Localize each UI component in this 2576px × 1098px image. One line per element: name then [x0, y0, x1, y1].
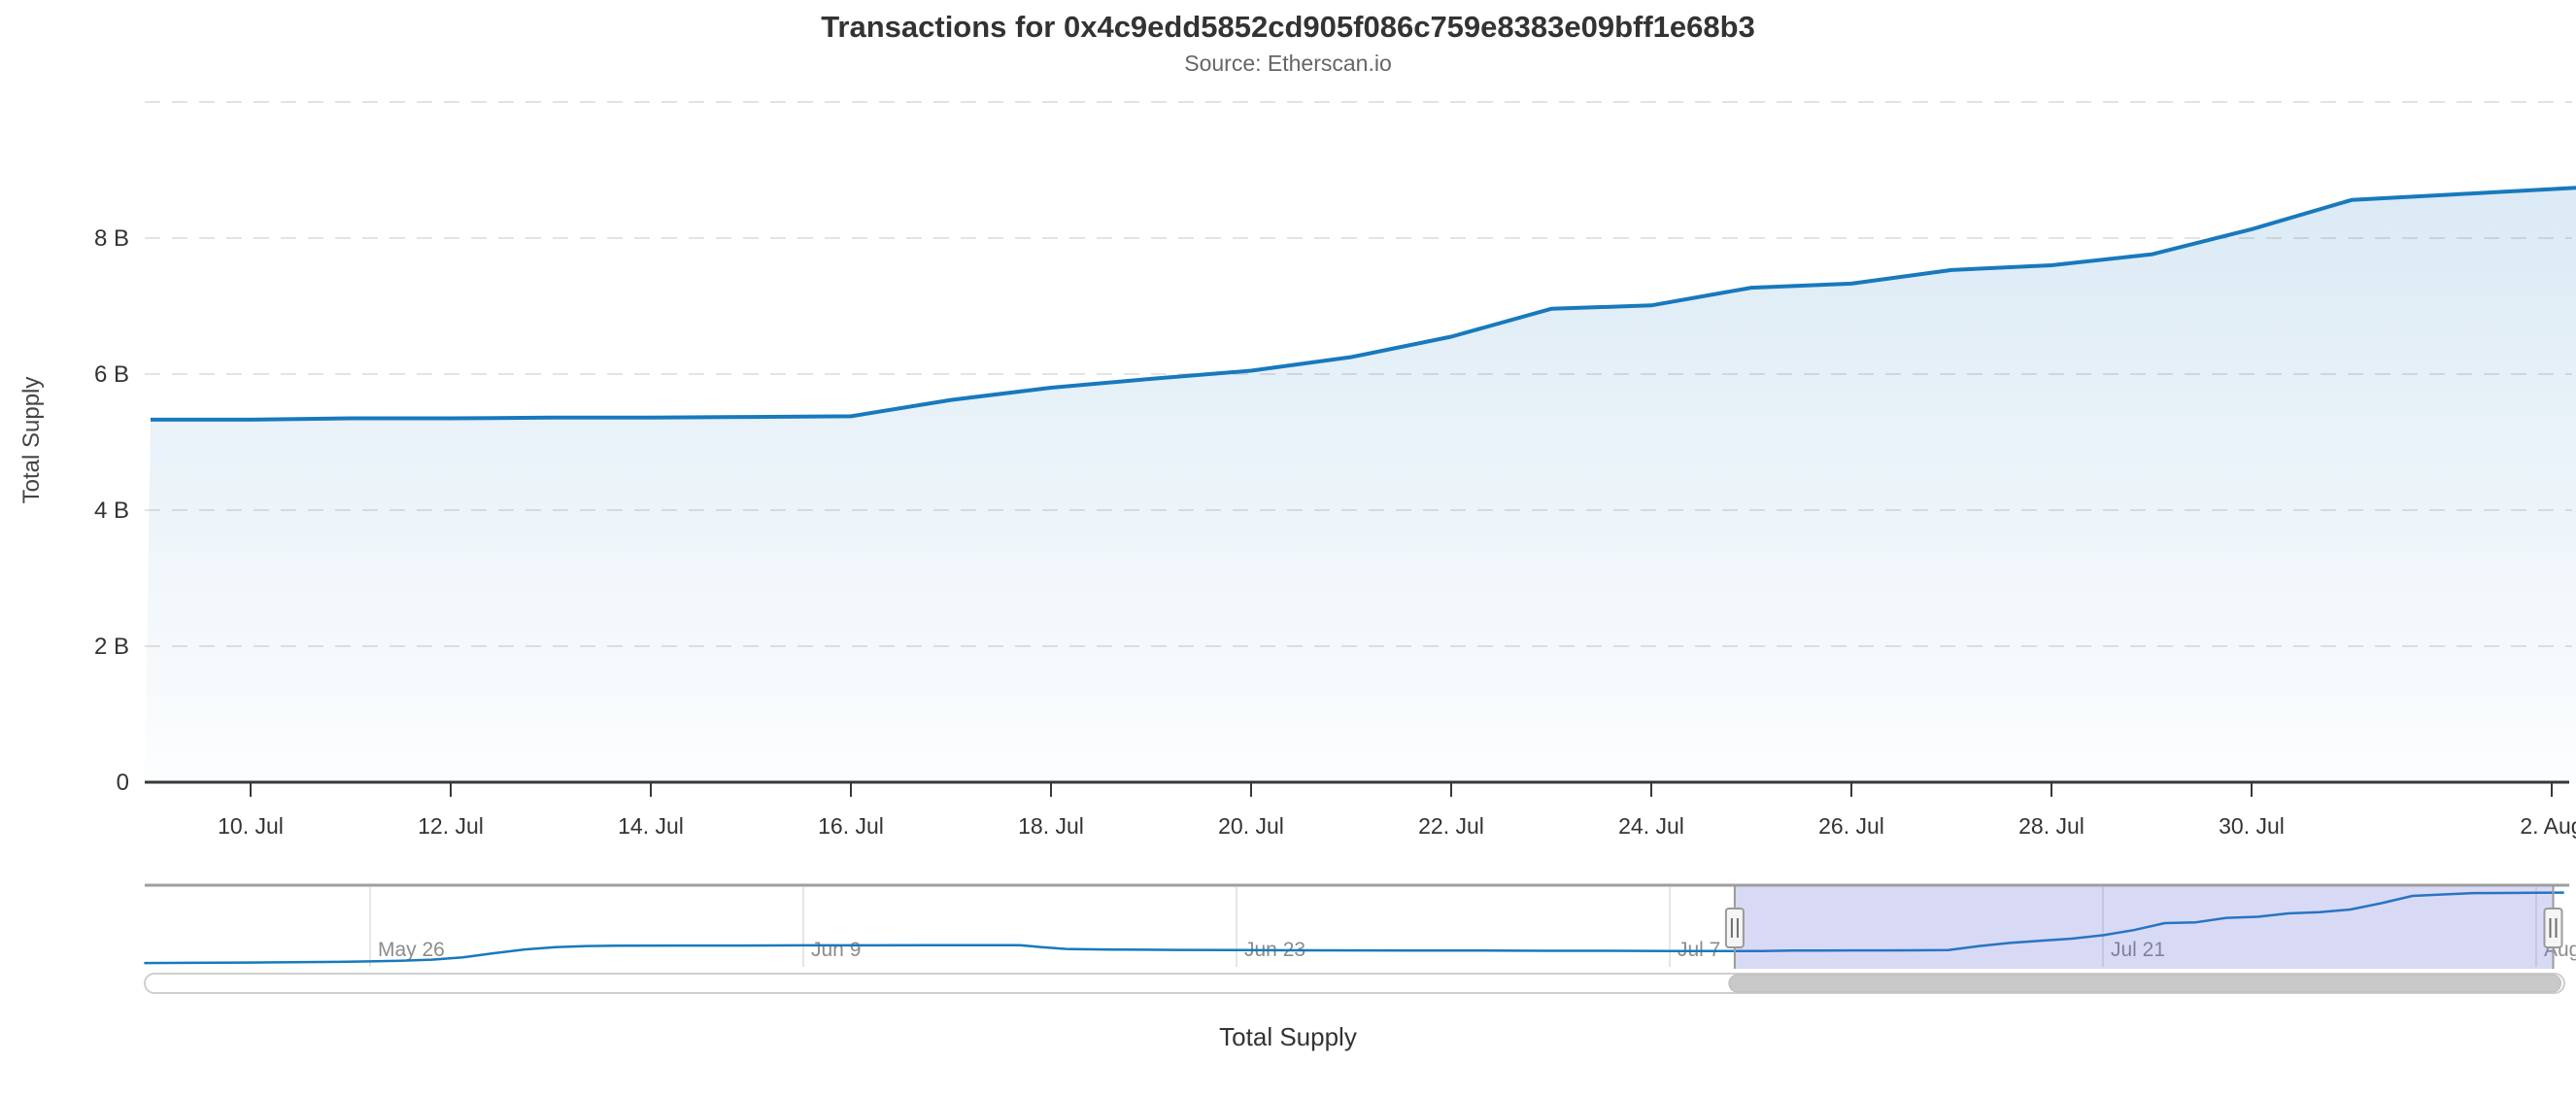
x-axis-label: 2. Aug: [2520, 813, 2576, 839]
navigator-handle-body[interactable]: [2543, 908, 2563, 948]
x-axis-label: 12. Jul: [418, 813, 484, 839]
x-axis-label: 26. Jul: [1818, 813, 1884, 839]
x-axis-ticks: 10. Jul 12. Jul 14. Jul 16. Jul 18. Jul 20. J…: [218, 783, 2576, 839]
navigator-axis-label: Jul 21: [2111, 939, 2165, 961]
x-axis-label: 24. Jul: [1618, 813, 1684, 839]
x-axis-label: 20. Jul: [1218, 813, 1284, 839]
navigator-handle-right[interactable]: [2543, 908, 2563, 948]
total-supply-area: [145, 188, 2576, 782]
x-axis-label: 30. Jul: [2219, 813, 2285, 839]
x-axis-label: 18. Jul: [1018, 813, 1084, 839]
y-axis-label: 6 B: [94, 361, 129, 388]
navigator-series-line: [144, 891, 2564, 965]
scrollbar-thumb[interactable]: [1728, 974, 2561, 993]
y-axis-label: 0: [117, 770, 129, 796]
chart-subtitle: Source: Etherscan.io: [1184, 51, 1392, 76]
legend: Total Supply: [0, 1022, 2576, 1052]
navigator-selected-range[interactable]: [1734, 886, 2554, 970]
navigator-axis-label: May 26: [378, 939, 445, 961]
y-axis-label: 2 B: [94, 634, 129, 660]
chart-title: Transactions for 0x4c9edd5852cd905f086c7…: [821, 10, 1755, 44]
y-axis-label: 8 B: [94, 225, 129, 252]
x-axis-label: 28. Jul: [2018, 813, 2085, 839]
x-axis-label: 22. Jul: [1418, 813, 1484, 839]
y-axis-labels: 8 B 6 B 4 B 2 B 0: [94, 225, 129, 796]
navigator-handle-left[interactable]: [1724, 908, 1745, 948]
x-axis-label: 14. Jul: [618, 813, 684, 839]
y-axis-label: 4 B: [94, 498, 129, 524]
total-supply-line: [151, 186, 2576, 422]
x-axis-label: 16. Jul: [818, 813, 884, 839]
legend-item-total-supply[interactable]: Total Supply: [1219, 1022, 1357, 1051]
navigator-axis-label: Jun 9: [811, 939, 861, 961]
navigator-handle-body[interactable]: [1724, 908, 1745, 948]
x-axis-label: 10. Jul: [218, 813, 284, 839]
